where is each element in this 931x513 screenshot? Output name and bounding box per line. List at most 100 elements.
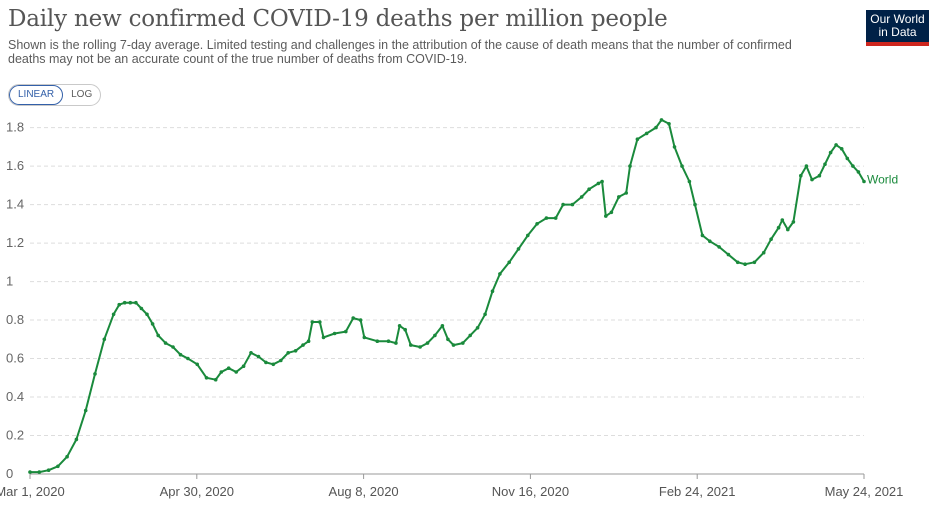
data-point: [786, 227, 790, 232]
data-point: [279, 358, 283, 363]
data-point: [553, 216, 558, 220]
data-point: [332, 331, 337, 336]
linear-scale-button[interactable]: LINEAR: [9, 85, 64, 105]
data-point: [150, 322, 155, 326]
data-point: [743, 262, 747, 267]
data-point: [171, 345, 175, 349]
data-point: [418, 345, 422, 349]
data-point: [440, 324, 445, 328]
data-point: [761, 250, 766, 255]
data-point: [644, 131, 649, 136]
data-point: [544, 216, 549, 220]
data-point: [301, 343, 305, 347]
data-point: [128, 300, 133, 305]
data-point: [834, 143, 838, 147]
data-point: [46, 468, 51, 473]
owid-logo[interactable]: Our World in Data: [866, 10, 929, 46]
data-point: [856, 170, 861, 174]
y-tick-label: 0.4: [6, 389, 24, 404]
data-point: [28, 470, 32, 474]
data-point: [56, 464, 60, 469]
data-point: [862, 179, 866, 184]
data-point: [851, 164, 855, 168]
data-point: [635, 137, 640, 141]
data-point: [600, 179, 604, 184]
data-point: [65, 454, 69, 459]
data-point: [461, 341, 465, 345]
data-point: [483, 312, 487, 317]
data-point: [687, 179, 692, 184]
data-point: [117, 302, 121, 307]
log-scale-button[interactable]: LOG: [71, 89, 93, 100]
data-point: [156, 333, 160, 338]
data-point: [358, 318, 363, 322]
data-point: [293, 349, 298, 353]
data-point: [286, 351, 291, 355]
data-point: [579, 195, 584, 199]
data-point: [752, 260, 757, 265]
data-point: [604, 214, 608, 218]
data-point: [134, 300, 138, 305]
data-point: [351, 316, 356, 320]
data-point: [425, 341, 430, 345]
scale-toggle[interactable]: LINEAR LOG: [8, 84, 102, 106]
data-point: [122, 300, 127, 305]
data-point: [596, 181, 601, 186]
data-point: [37, 470, 42, 474]
data-point: [397, 324, 402, 328]
x-tick-label: Feb 24, 2021: [659, 484, 736, 499]
data-point: [271, 362, 276, 367]
data-point: [561, 202, 565, 207]
data-point: [226, 366, 231, 371]
data-point: [409, 343, 413, 347]
data-point: [672, 145, 677, 149]
data-point: [344, 329, 348, 334]
data-point: [249, 351, 253, 355]
data-point: [680, 164, 684, 168]
data-point: [654, 125, 658, 130]
data-point: [823, 162, 827, 166]
data-point: [587, 187, 591, 191]
data-point: [624, 191, 628, 195]
data-point: [839, 147, 844, 151]
data-point: [386, 339, 391, 344]
data-point: [111, 312, 116, 317]
data-point: [256, 354, 261, 359]
data-point: [204, 376, 209, 380]
data-point: [375, 339, 380, 344]
x-tick-label: Nov 16, 2020: [492, 484, 569, 499]
data-point: [321, 335, 326, 340]
data-point: [693, 202, 697, 207]
y-tick-label: 0: [6, 466, 13, 481]
data-point: [617, 195, 621, 199]
data-point: [83, 408, 88, 413]
data-point: [93, 372, 97, 376]
data-point: [735, 260, 740, 265]
data-point: [306, 339, 311, 344]
data-point: [570, 202, 575, 207]
x-tick-label: Apr 30, 2020: [160, 484, 234, 499]
data-point: [241, 364, 246, 369]
data-point: [139, 306, 144, 311]
data-point: [780, 218, 785, 222]
y-tick-label: 1.8: [6, 120, 24, 135]
data-point: [799, 173, 803, 178]
y-tick-label: 1: [6, 274, 13, 289]
data-point: [186, 356, 190, 361]
data-point: [498, 272, 502, 276]
data-point: [145, 312, 149, 317]
y-tick-label: 0.2: [6, 428, 24, 443]
y-tick-label: 1.2: [6, 235, 24, 250]
y-tick-label: 0.8: [6, 312, 24, 327]
data-point: [451, 343, 456, 347]
data-point: [163, 341, 168, 345]
data-point: [516, 247, 521, 251]
y-tick-label: 1.4: [6, 197, 24, 212]
data-point: [102, 337, 107, 342]
data-point: [310, 320, 315, 324]
data-point: [726, 252, 731, 257]
data-point: [810, 177, 814, 182]
data-point: [234, 370, 238, 374]
data-point: [717, 245, 721, 249]
